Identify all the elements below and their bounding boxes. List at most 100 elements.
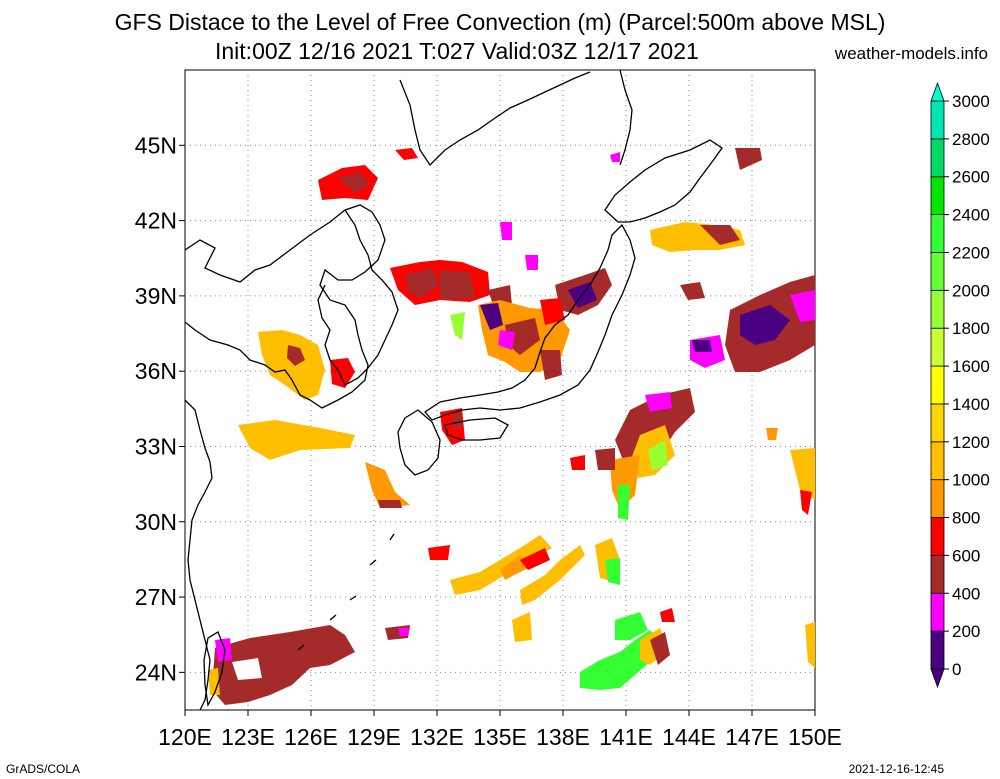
china-coast-south: [184, 399, 213, 711]
field-patch: [378, 500, 402, 508]
field-patch: [405, 268, 440, 298]
chart-title: GFS Distace to the Level of Free Convect…: [114, 9, 886, 35]
hokkaido: [604, 139, 723, 223]
field-patch: [215, 638, 232, 662]
x-tick-label: 135E: [473, 724, 527, 750]
colorbar-underflow: [930, 668, 945, 689]
field-patch: [428, 545, 450, 560]
x-tick-label: 132E: [410, 724, 464, 750]
colorbar-label: 200: [952, 622, 980, 641]
field-patch: [520, 545, 585, 605]
colorbar-swatch: [930, 100, 945, 140]
field-patch: [660, 608, 675, 622]
colorbar-swatch: [930, 365, 945, 405]
colorbar-label: 1600: [952, 357, 990, 376]
colorbar: 0 200 400 600 800 1000 1200 1400 1600 1800 2000 220…: [930, 81, 990, 689]
y-tick-label: 33N: [135, 433, 177, 459]
x-tick-label: 138E: [536, 724, 590, 750]
chart-subtitle: Init:00Z 12/16 2021 T:027 Valid:03Z 12/1…: [215, 38, 699, 64]
field-patch: [790, 448, 815, 500]
field-patch: [692, 340, 712, 352]
field-patch: [440, 270, 475, 300]
x-tick-label: 123E: [221, 724, 275, 750]
timestamp: 2021-12-16-12:45: [848, 762, 944, 776]
y-tick-label: 36N: [135, 358, 177, 384]
field-patch: [648, 440, 668, 470]
x-tick-label: 129E: [347, 724, 401, 750]
x-tick-label: 126E: [284, 724, 338, 750]
x-tick-label: 120E: [158, 724, 212, 750]
field-patch: [645, 392, 672, 412]
colorbar-swatch: [930, 289, 945, 329]
field-patch: [540, 350, 562, 380]
field-patch: [615, 612, 648, 640]
field-patch: [452, 412, 462, 428]
field-patch: [232, 658, 262, 680]
sakhalin: [619, 69, 633, 166]
colorbar-swatch: [930, 176, 945, 216]
field-patch: [450, 312, 465, 340]
y-tick-label: 30N: [135, 509, 177, 535]
x-tick-label: 147E: [725, 724, 779, 750]
x-tick-label: 141E: [599, 724, 653, 750]
colorbar-label: 600: [952, 546, 980, 565]
field-patch: [505, 318, 540, 355]
site-label: weather-models.info: [834, 44, 988, 63]
field-patch: [766, 428, 778, 440]
colorbar-label: 2600: [952, 168, 990, 187]
colorbar-swatch: [930, 403, 945, 443]
y-tick-label: 27N: [135, 584, 177, 610]
field-patch: [500, 222, 512, 240]
lfc-field-patches: [208, 148, 815, 705]
kyushu: [397, 409, 441, 476]
taiwan: [203, 631, 226, 708]
korea-coast: [317, 209, 399, 386]
colorbar-label: 0: [952, 660, 961, 679]
honshu: [424, 223, 636, 421]
x-tick-label: 144E: [662, 724, 716, 750]
field-patch: [498, 330, 515, 350]
field-patch: [610, 455, 640, 510]
field-patch: [570, 455, 585, 470]
ryukyu: [297, 533, 395, 651]
colorbar-swatch: [930, 327, 945, 367]
colorbar-label: 800: [952, 509, 980, 528]
colorbar-swatch: [930, 214, 945, 253]
field-patch: [700, 225, 740, 245]
colorbar-swatch: [930, 630, 945, 670]
field-patch: [238, 420, 355, 460]
field-patch: [450, 535, 552, 595]
shikoku: [444, 417, 509, 441]
field-patch: [790, 290, 815, 322]
colorbar-label: 400: [952, 584, 980, 603]
colorbar-label: 2800: [952, 130, 990, 149]
field-patch: [512, 612, 532, 642]
field-patch: [610, 152, 620, 162]
colorbar-label: 2200: [952, 243, 990, 262]
field-patch: [365, 462, 410, 508]
field-patch: [540, 298, 565, 325]
field-patch: [800, 490, 812, 515]
colorbar-label: 1800: [952, 319, 990, 338]
colorbar-swatch: [930, 555, 945, 594]
x-tick-label: 150E: [788, 724, 842, 750]
colorbar-swatch: [930, 517, 945, 556]
field-patch: [338, 172, 370, 193]
field-patch: [595, 448, 615, 470]
grads-credit: GrADS/COLA: [6, 762, 81, 776]
field-patch: [805, 622, 815, 668]
colorbar-swatch: [930, 479, 945, 518]
field-patch: [680, 282, 705, 300]
y-tick-label: 42N: [135, 208, 177, 234]
field-patch: [735, 148, 762, 170]
y-tick-label: 24N: [135, 659, 177, 685]
colorbar-swatch: [930, 592, 945, 632]
colorbar-label: 2400: [952, 206, 990, 225]
y-tick-label: 39N: [135, 283, 177, 309]
field-patch: [740, 305, 790, 345]
colorbar-label: 3000: [952, 92, 990, 111]
field-patch: [398, 628, 410, 636]
field-patch: [650, 632, 670, 665]
colorbar-swatch: [930, 441, 945, 481]
